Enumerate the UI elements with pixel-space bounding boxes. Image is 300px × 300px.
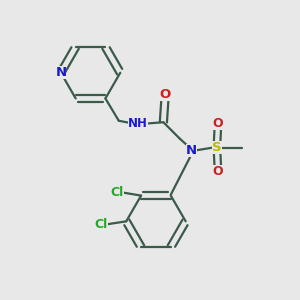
- Text: Cl: Cl: [94, 218, 108, 231]
- Text: O: O: [212, 117, 223, 130]
- Text: Cl: Cl: [111, 186, 124, 199]
- Text: O: O: [159, 88, 170, 101]
- Text: N: N: [55, 66, 66, 79]
- Text: S: S: [212, 141, 222, 154]
- Text: O: O: [212, 165, 223, 178]
- Text: NH: NH: [128, 117, 148, 130]
- Text: N: N: [186, 144, 197, 157]
